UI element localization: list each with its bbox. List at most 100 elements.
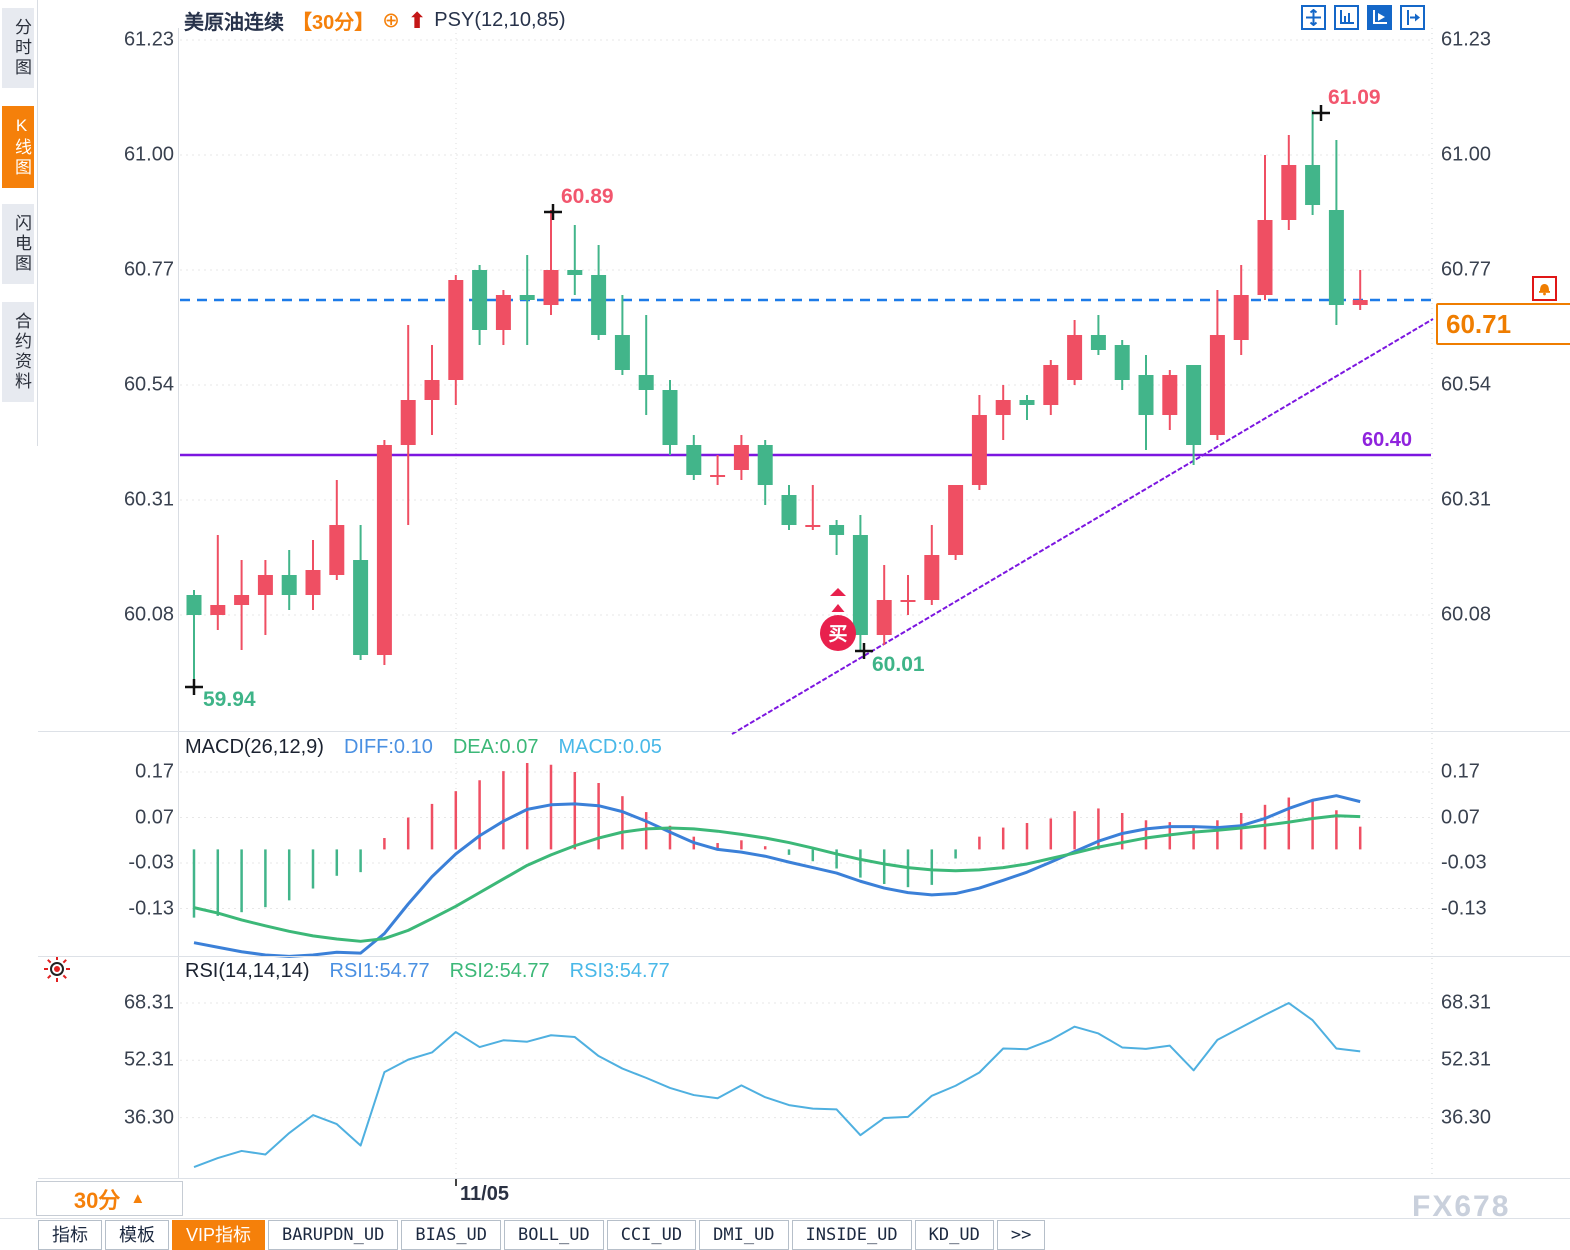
- candle-body: [638, 375, 654, 390]
- candle-body: [781, 495, 797, 525]
- candle-body: [567, 270, 583, 275]
- buy-signal-marker: [820, 615, 856, 651]
- candle-body: [424, 380, 440, 400]
- axis-tick-label: 0.17: [1441, 760, 1480, 783]
- axis-tick-label: 60.77: [1441, 258, 1492, 281]
- chart-toolbar: [1301, 5, 1425, 30]
- candle-body: [591, 275, 607, 335]
- candle-body: [995, 400, 1011, 415]
- axis-tick-label: 60.54: [1441, 373, 1492, 396]
- candle-body: [1019, 400, 1035, 405]
- candle-body: [852, 535, 868, 635]
- indicator-tab-8[interactable]: DMI_UD: [699, 1220, 789, 1250]
- candle-body: [662, 390, 678, 445]
- candle-body: [186, 595, 202, 615]
- panel-separator: [38, 731, 1570, 732]
- candle-body: [1328, 210, 1344, 305]
- circle-plus-icon[interactable]: ⊕: [382, 9, 400, 32]
- candle-body: [329, 525, 345, 575]
- indicator-tab-9[interactable]: INSIDE_UD: [791, 1220, 912, 1250]
- axis-tick-label: 52.31: [1441, 1048, 1492, 1071]
- axis-tick-label: -0.13: [1441, 897, 1487, 920]
- axis-tick-label: 68.31: [1441, 991, 1492, 1014]
- tabbar-separator: [0, 1218, 1570, 1219]
- candle-body: [733, 445, 749, 470]
- macd-dea-line: [193, 814, 1361, 943]
- rsi-title: RSI(14,14,14): [185, 960, 310, 982]
- candle-body: [686, 445, 702, 475]
- rsi2-value: RSI2:54.77: [449, 960, 550, 982]
- axis-tick-label: -0.03: [128, 851, 174, 874]
- period-label: 【30分】: [292, 12, 375, 34]
- candle-body: [829, 525, 845, 535]
- indicator-name: PSY(12,10,85): [434, 9, 566, 31]
- indicator-tab-6[interactable]: BOLL_UD: [504, 1220, 604, 1250]
- candle-body: [305, 570, 321, 595]
- macd-value: MACD:0.05: [558, 736, 662, 758]
- panel-separator: [38, 956, 1570, 957]
- axis-tick-label: 0.07: [135, 806, 174, 829]
- price-alert-button[interactable]: [1532, 276, 1557, 301]
- axis-tick-label: -0.13: [128, 897, 174, 920]
- candle-body: [900, 600, 916, 602]
- crosshair-icon[interactable]: [1301, 5, 1326, 30]
- candle-body: [757, 445, 773, 485]
- sidebar-tab-3[interactable]: 闪电图: [2, 204, 34, 284]
- zoom-area-icon[interactable]: [1367, 5, 1392, 30]
- candle-body: [1090, 335, 1106, 350]
- symbol-name: 美原油连续: [184, 12, 284, 34]
- candle-body: [543, 270, 559, 305]
- price-annotation: 60.89: [561, 185, 614, 208]
- candle-body: [495, 295, 511, 330]
- indicator-tab-11[interactable]: >>: [996, 1220, 1046, 1250]
- candle-body: [519, 295, 535, 300]
- rsi-header: RSI(14,14,14) RSI1:54.77 RSI2:54.77 RSI3…: [185, 960, 670, 983]
- candle-body: [1352, 300, 1368, 305]
- axis-scale-icon[interactable]: [1334, 5, 1359, 30]
- candle-body: [1186, 365, 1202, 445]
- axis-tick-label: 61.00: [123, 143, 174, 166]
- sidebar-tab-2[interactable]: K线图: [2, 106, 34, 188]
- sidebar-tab-4[interactable]: 合约资料: [2, 302, 34, 402]
- indicator-tab-2[interactable]: 模板: [105, 1220, 169, 1250]
- axis-tick-label: 0.07: [1441, 806, 1480, 829]
- indicator-tab-1[interactable]: 指标: [38, 1220, 102, 1250]
- sidebar: [0, 0, 38, 446]
- candle-body: [1257, 220, 1273, 295]
- axis-tick-label: 60.54: [123, 373, 174, 396]
- pane-arrow-icon[interactable]: [1400, 5, 1425, 30]
- last-price-tag: 60.71: [1436, 303, 1570, 345]
- macd-title: MACD(26,12,9): [185, 736, 324, 758]
- buy-triangle-icon: [830, 588, 846, 596]
- period-selector[interactable]: 30分 ▲: [36, 1181, 183, 1216]
- indicator-tab-5[interactable]: BIAS_UD: [401, 1220, 502, 1250]
- indicator-tabbar: 指标 模板 VIP指标 BARUPDN_UD BIAS_UD BOLL_UD CCI_UD D…: [38, 1220, 1046, 1250]
- x-axis-date: 11/05: [460, 1183, 509, 1205]
- macd-dea-value: DEA:0.07: [452, 736, 539, 758]
- macd-diff-value: DIFF:0.10: [343, 736, 433, 758]
- price-annotation: 61.09: [1328, 86, 1381, 109]
- axis-tick-label: 61.23: [1441, 28, 1492, 51]
- candle-body: [1209, 335, 1225, 435]
- indicator-tab-4[interactable]: BARUPDN_UD: [268, 1220, 399, 1250]
- triangle-up-icon: ▲: [130, 1190, 146, 1207]
- macd-header: MACD(26,12,9) DIFF:0.10 DEA:0.07 MACD:0.…: [185, 736, 662, 759]
- watermark: FX678: [1412, 1190, 1511, 1223]
- candle-body: [924, 555, 940, 600]
- candle-body: [234, 595, 250, 605]
- candle-body: [376, 445, 392, 655]
- candle-body: [1305, 165, 1321, 205]
- indicator-tab-10[interactable]: KD_UD: [914, 1220, 994, 1250]
- indicator-tab-3[interactable]: VIP指标: [172, 1220, 266, 1250]
- rsi3-value: RSI3:54.77: [569, 960, 670, 982]
- titlebar: 美原油连续 【30分】 ⊕ ⬆ PSY(12,10,85): [184, 6, 566, 35]
- candle-body: [614, 335, 630, 370]
- candle-body: [1114, 345, 1130, 380]
- buy-signal-text: 买: [828, 624, 847, 645]
- candle-body: [710, 475, 726, 477]
- axis-tick-label: 60.08: [1441, 603, 1492, 626]
- sidebar-tab-1[interactable]: 分时图: [2, 8, 34, 88]
- indicator-tab-7[interactable]: CCI_UD: [606, 1220, 697, 1250]
